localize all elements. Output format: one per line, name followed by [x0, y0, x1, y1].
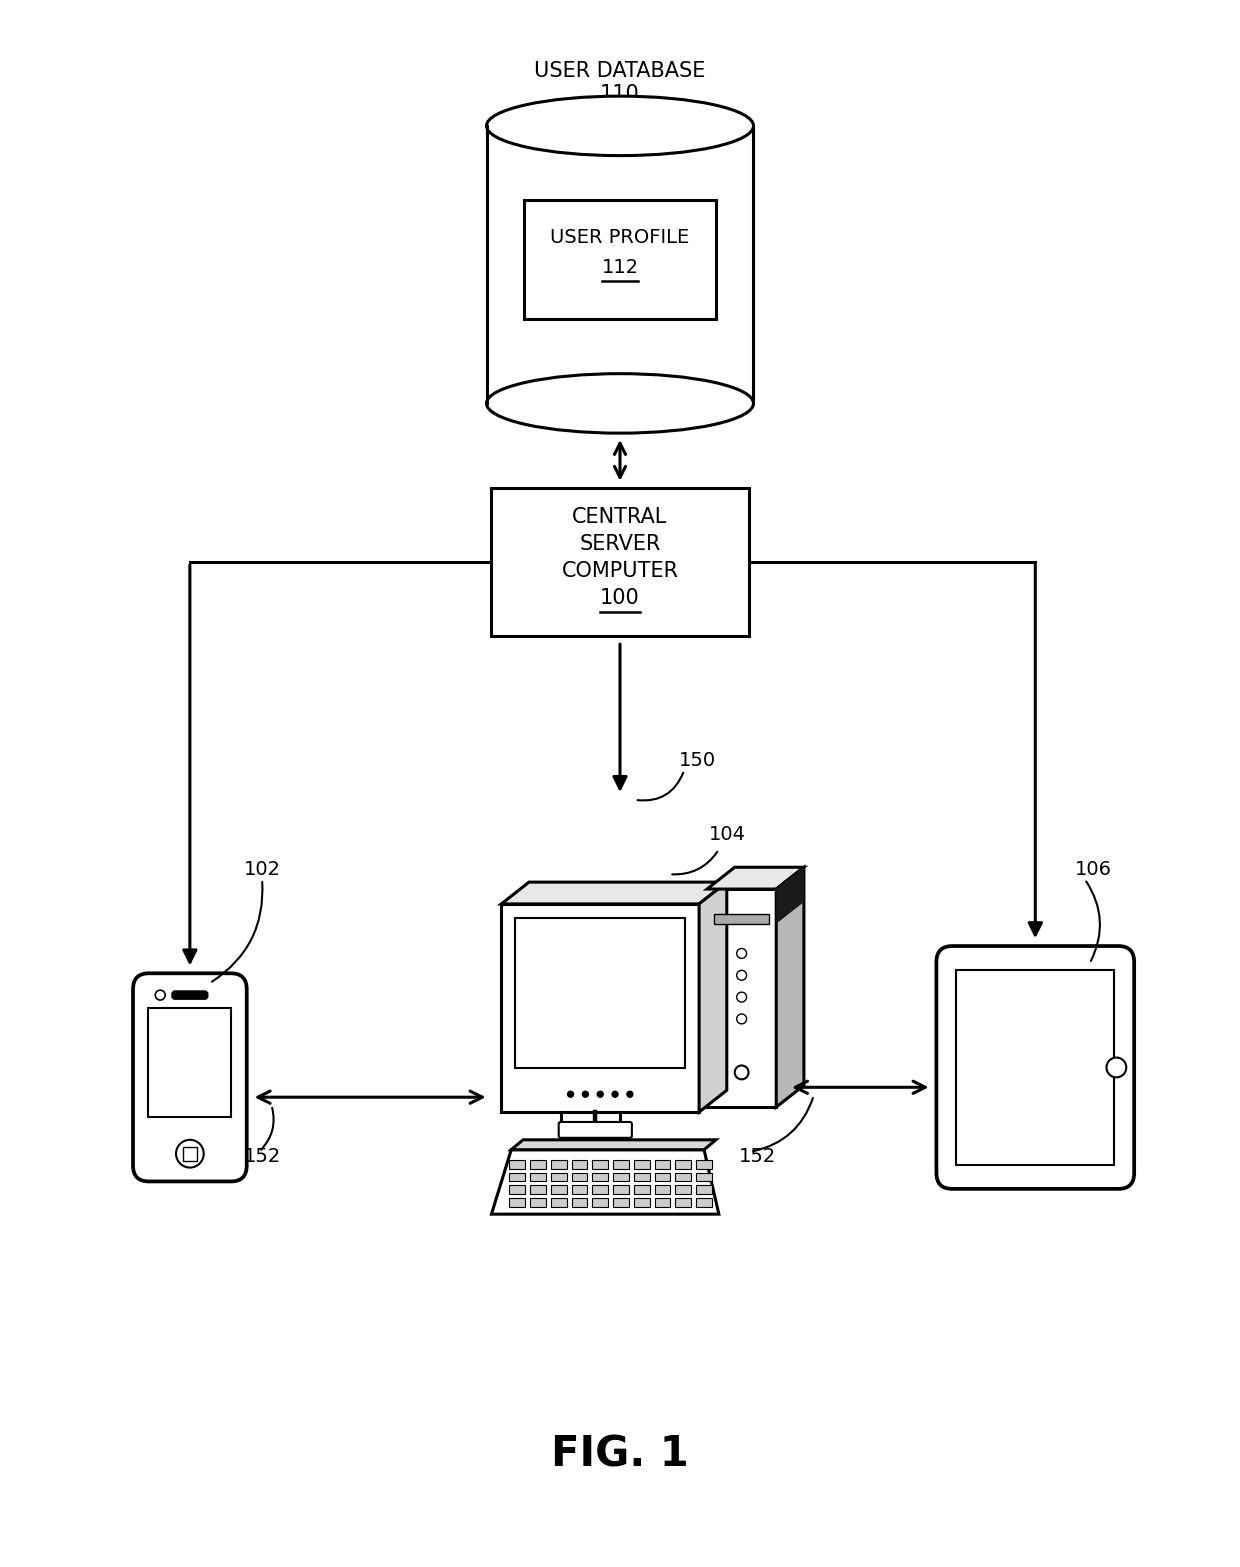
Circle shape [155, 990, 165, 1000]
Bar [613, 1160, 629, 1169]
Bar [149, 1008, 232, 1117]
Bar [184, 1147, 197, 1161]
Bar [613, 1172, 629, 1182]
Bar [529, 1199, 546, 1207]
Bar [593, 1199, 608, 1207]
Bar [655, 1160, 671, 1169]
Bar [510, 1172, 525, 1182]
Circle shape [598, 1091, 603, 1097]
Polygon shape [707, 867, 804, 888]
Bar [529, 1172, 546, 1182]
Bar [696, 1185, 712, 1194]
Bar [613, 1199, 629, 1207]
Circle shape [737, 992, 746, 1001]
Bar [572, 1185, 588, 1194]
Bar [593, 1160, 608, 1169]
Bar [634, 1160, 650, 1169]
Text: 104: 104 [709, 826, 746, 845]
Bar [714, 914, 769, 923]
Bar [655, 1172, 671, 1182]
Polygon shape [699, 882, 727, 1113]
Bar [593, 1172, 608, 1182]
Bar [613, 1185, 629, 1194]
Circle shape [737, 1014, 746, 1023]
Bar [956, 970, 1115, 1164]
Polygon shape [501, 882, 727, 904]
Polygon shape [491, 1150, 719, 1214]
Bar [676, 1185, 691, 1194]
Text: 102: 102 [244, 860, 281, 879]
Bar [529, 1160, 546, 1169]
Text: SERVER: SERVER [579, 534, 661, 555]
Text: 106: 106 [1075, 860, 1112, 879]
Bar [676, 1199, 691, 1207]
Bar [696, 1172, 712, 1182]
Bar [593, 1185, 608, 1194]
Circle shape [627, 1091, 632, 1097]
Text: 100: 100 [600, 588, 640, 608]
Text: CENTRAL: CENTRAL [573, 508, 667, 528]
Text: FIG. 1: FIG. 1 [551, 1432, 689, 1475]
Text: 152: 152 [739, 1147, 776, 1166]
Bar [523, 201, 717, 320]
Circle shape [613, 1091, 618, 1097]
Bar [486, 125, 754, 403]
Bar [634, 1185, 650, 1194]
Bar [696, 1199, 712, 1207]
Ellipse shape [486, 373, 754, 432]
Bar [707, 888, 776, 1108]
Bar [572, 1172, 588, 1182]
Circle shape [737, 948, 746, 959]
Bar [510, 1199, 525, 1207]
Bar [551, 1185, 567, 1194]
Bar [572, 1199, 588, 1207]
Bar [560, 1113, 620, 1131]
Text: 112: 112 [601, 259, 639, 277]
Bar [551, 1199, 567, 1207]
Text: USER DATABASE: USER DATABASE [534, 61, 706, 81]
Bar [655, 1199, 671, 1207]
Bar [501, 904, 699, 1113]
FancyBboxPatch shape [559, 1122, 632, 1138]
Polygon shape [511, 1139, 715, 1150]
Bar [676, 1160, 691, 1169]
Bar [491, 487, 749, 636]
Bar [515, 918, 686, 1069]
Circle shape [568, 1091, 574, 1097]
Text: USER PROFILE: USER PROFILE [551, 229, 689, 248]
Circle shape [583, 1091, 588, 1097]
Polygon shape [776, 867, 804, 923]
Bar [655, 1185, 671, 1194]
Circle shape [176, 1139, 203, 1167]
Bar [572, 1160, 588, 1169]
Bar [696, 1160, 712, 1169]
Bar [634, 1199, 650, 1207]
Ellipse shape [486, 96, 754, 155]
Text: 152: 152 [244, 1147, 281, 1166]
Text: 110: 110 [600, 85, 640, 103]
Circle shape [1106, 1058, 1126, 1078]
Bar [529, 1185, 546, 1194]
Bar [510, 1160, 525, 1169]
Bar [551, 1172, 567, 1182]
FancyBboxPatch shape [172, 992, 207, 1000]
Bar [634, 1172, 650, 1182]
Bar [676, 1172, 691, 1182]
Circle shape [735, 1066, 749, 1080]
FancyBboxPatch shape [133, 973, 247, 1182]
FancyBboxPatch shape [936, 946, 1135, 1189]
Bar [510, 1185, 525, 1194]
Polygon shape [776, 867, 804, 1108]
Bar [551, 1160, 567, 1169]
Text: 150: 150 [680, 751, 717, 769]
Circle shape [737, 970, 746, 981]
Text: COMPUTER: COMPUTER [562, 561, 678, 581]
